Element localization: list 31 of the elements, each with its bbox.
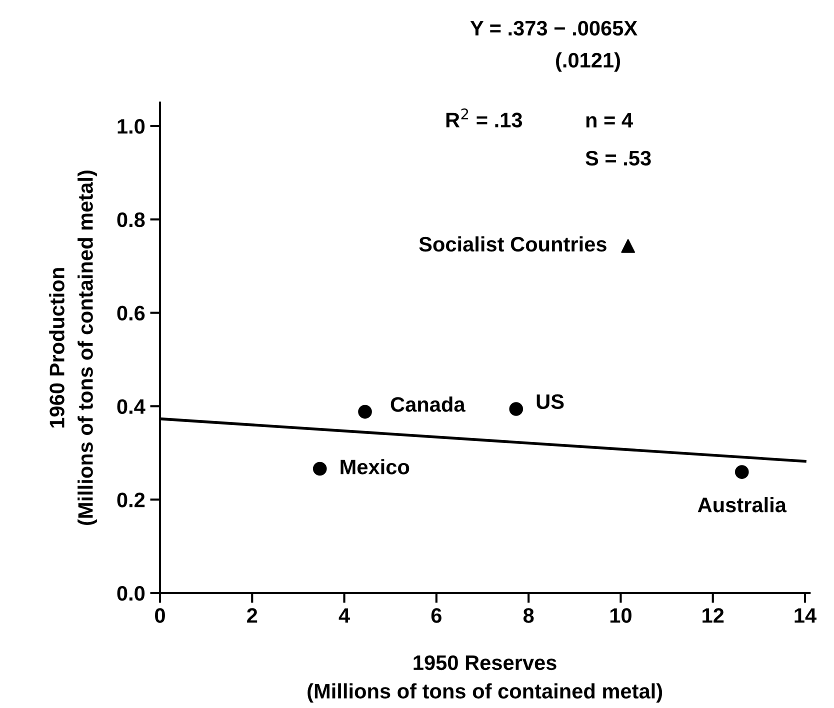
text: (.0121): [556, 52, 620, 72]
point: [358, 404, 372, 419]
y-axis-title: 1960 Production (Millions of tons of contained metal): [49, 170, 98, 526]
annotation: n = 4: [586, 113, 633, 128]
y-tick-label: 1.0: [118, 119, 145, 134]
point: [312, 462, 327, 476]
x-tick-label: 10: [610, 608, 632, 623]
annotation: R$^{2}$ = .13: [446, 108, 522, 128]
point: [509, 402, 524, 416]
y-tick-label: 0.6: [117, 306, 145, 321]
annotation: S = .53: [586, 150, 651, 166]
y-tick-label: 0.4: [117, 399, 146, 414]
x-tick-label: 6: [431, 608, 442, 623]
annotation: Australia: [698, 497, 787, 512]
point: [621, 239, 635, 253]
x-axis-title: 1950 Reserves (Millions of tons of contained metal): [308, 655, 662, 703]
x-tick-label: 14: [794, 608, 816, 623]
x-tick-label: 0: [155, 608, 165, 623]
y-tick-label: 0.2: [117, 492, 145, 508]
annotation: US: [536, 394, 564, 410]
y-tick-label: 0.0: [117, 586, 145, 601]
text: Y = .373 − .0065X: [470, 20, 638, 36]
point: [734, 465, 749, 479]
x-tick-label: 2: [247, 608, 258, 623]
annotation: Socialist Countries: [419, 236, 606, 252]
x-tick-label: 12: [702, 608, 724, 623]
x-tick-label: 4: [338, 608, 350, 623]
annotation: Canada: [390, 396, 466, 412]
x-tick-label: 8: [523, 608, 534, 623]
annotation: Mexico: [340, 459, 410, 474]
y-tick-label: 0.8: [117, 212, 145, 228]
